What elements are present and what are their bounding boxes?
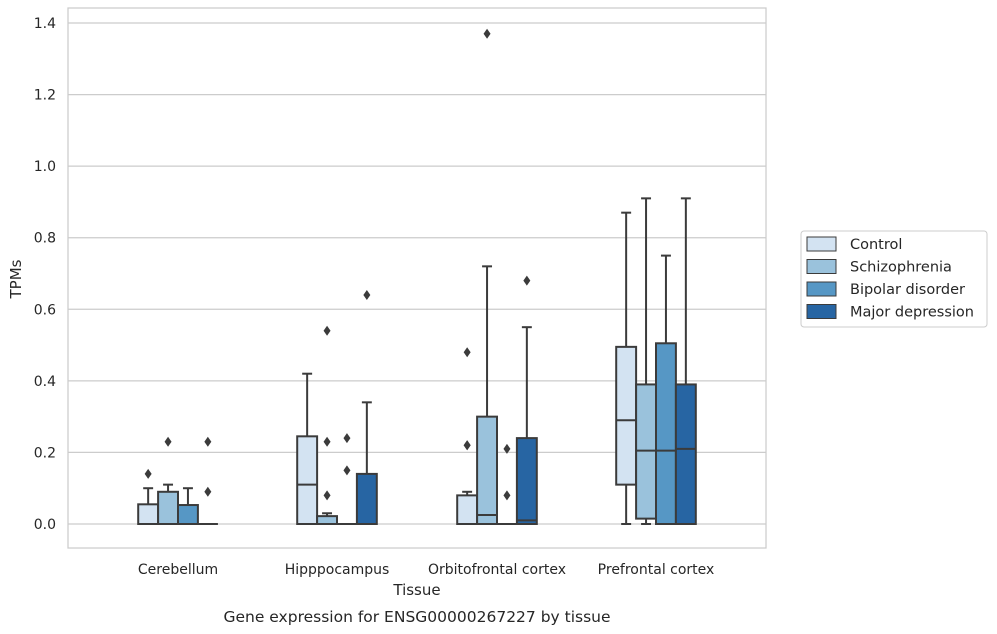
outlier-point bbox=[343, 433, 351, 444]
y-tick-label: 0.8 bbox=[34, 231, 56, 247]
outlier-point bbox=[503, 490, 511, 501]
legend-label: Bipolar disorder bbox=[850, 282, 965, 298]
x-tick-labels: Cerebellum Hipppocampus Orbitofrontal cort… bbox=[138, 562, 714, 578]
y-axis-label: TPMs bbox=[7, 259, 25, 299]
box-body bbox=[316, 515, 339, 525]
box-body bbox=[157, 490, 180, 525]
legend-swatch bbox=[806, 259, 837, 274]
figure-caption: Gene expression for ENSG00000267227 by t… bbox=[223, 608, 610, 626]
box-body bbox=[355, 472, 378, 525]
outlier-point bbox=[323, 325, 331, 336]
x-tick-label: Cerebellum bbox=[138, 562, 218, 578]
legend-swatch bbox=[806, 236, 837, 252]
y-tick-labels: 0.0 0.2 0.4 0.6 0.8 1.0 1.2 1.4 bbox=[34, 16, 56, 533]
box-body bbox=[674, 383, 697, 525]
legend-label: Control bbox=[850, 237, 902, 253]
box-control bbox=[456, 347, 479, 525]
box-major-depression bbox=[674, 197, 697, 525]
box-schizophrenia bbox=[476, 28, 499, 525]
box-major-depression bbox=[355, 289, 378, 525]
box-body bbox=[177, 504, 199, 525]
outlier-point bbox=[463, 440, 471, 451]
outlier-point bbox=[463, 347, 471, 358]
box-body bbox=[296, 435, 319, 526]
box-bipolar-disorder bbox=[655, 254, 677, 525]
y-tick-label: 0.2 bbox=[34, 445, 56, 461]
legend-label: Major depression bbox=[850, 305, 974, 321]
x-tick-label: Prefrontal cortex bbox=[598, 562, 715, 578]
outlier-point bbox=[343, 465, 351, 476]
box-schizophrenia bbox=[157, 436, 180, 525]
box-schizophrenia bbox=[635, 197, 657, 525]
box-major-depression bbox=[515, 275, 538, 525]
box-control bbox=[137, 468, 160, 526]
box-body bbox=[137, 503, 160, 526]
outlier-point bbox=[204, 436, 212, 447]
outlier-point bbox=[323, 490, 331, 501]
box-body bbox=[515, 437, 538, 525]
box-bipolar-disorder bbox=[337, 433, 357, 525]
boxes bbox=[137, 28, 697, 526]
x-axis-label: Tissue bbox=[392, 581, 440, 599]
y-tick-label: 0.6 bbox=[34, 302, 56, 318]
outlier-point bbox=[363, 289, 371, 300]
box-control bbox=[615, 211, 638, 525]
outlier-point bbox=[323, 436, 331, 447]
x-tick-label: Hipppocampus bbox=[285, 562, 390, 578]
legend-frame bbox=[800, 230, 988, 328]
box-control bbox=[296, 372, 319, 526]
grid-lines bbox=[68, 22, 766, 525]
box-body bbox=[476, 415, 499, 525]
outlier-point bbox=[144, 468, 152, 479]
outlier-point bbox=[503, 443, 511, 454]
y-tick-label: 1.0 bbox=[34, 159, 56, 175]
y-tick-label: 0.0 bbox=[34, 517, 56, 533]
outlier-point bbox=[164, 436, 172, 447]
y-tick-label: 1.4 bbox=[34, 16, 56, 32]
outlier-point bbox=[204, 486, 212, 497]
box-bipolar-disorder bbox=[497, 443, 517, 525]
box-major-depression bbox=[197, 436, 218, 525]
box-body bbox=[655, 342, 677, 525]
box-body bbox=[615, 345, 638, 486]
legend-label: Schizophrenia bbox=[850, 260, 952, 276]
box-bipolar-disorder bbox=[177, 487, 199, 525]
x-tick-label: Orbitofrontal cortex bbox=[428, 562, 566, 578]
legend-swatch bbox=[806, 281, 837, 297]
box-body bbox=[456, 494, 479, 525]
plot-area-frame bbox=[67, 7, 767, 549]
legend-swatch bbox=[806, 304, 837, 319]
outlier-point bbox=[483, 28, 491, 39]
y-tick-label: 1.2 bbox=[34, 88, 56, 104]
box-schizophrenia bbox=[316, 325, 339, 525]
y-tick-label: 0.4 bbox=[34, 374, 56, 390]
outlier-point bbox=[523, 275, 531, 286]
legend: Control Schizophrenia Bipolar disorder Majo… bbox=[800, 230, 988, 328]
